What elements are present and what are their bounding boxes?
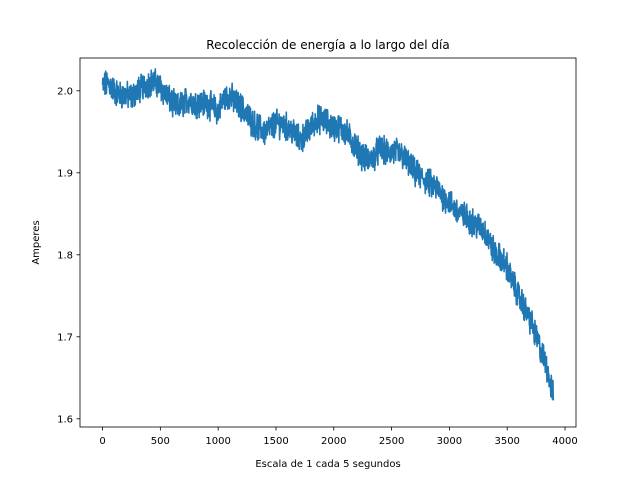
x-tick-label: 0: [99, 436, 105, 447]
y-tick-label: 1.7: [57, 332, 73, 343]
chart-title: Recolección de energía a lo largo del dí…: [206, 38, 449, 52]
x-tick-label: 500: [151, 436, 170, 447]
x-tick-label: 1000: [205, 436, 230, 447]
x-axis: 0 500 1000 1500 2000 2500 3000 3500 4000: [99, 427, 578, 447]
y-tick-label: 1.9: [57, 168, 73, 179]
x-tick-label: 4000: [552, 436, 577, 447]
axes-frame: [79, 57, 577, 428]
y-tick-label: 2.0: [57, 86, 73, 97]
x-tick-label: 2500: [379, 436, 404, 447]
y-axis-label: Amperes: [31, 220, 42, 264]
x-tick-label: 2000: [321, 436, 346, 447]
plot-area: [101, 68, 555, 401]
x-tick-label: 3500: [494, 436, 519, 447]
y-tick-label: 1.8: [57, 250, 73, 261]
series-line: [101, 68, 555, 401]
x-tick-label: 3000: [437, 436, 462, 447]
x-tick-label: 1500: [263, 436, 288, 447]
y-axis: 1.6 1.7 1.8 1.9 2.0: [57, 86, 80, 425]
x-axis-label: Escala de 1 cada 5 segundos: [255, 459, 400, 470]
y-tick-label: 1.6: [57, 414, 73, 425]
